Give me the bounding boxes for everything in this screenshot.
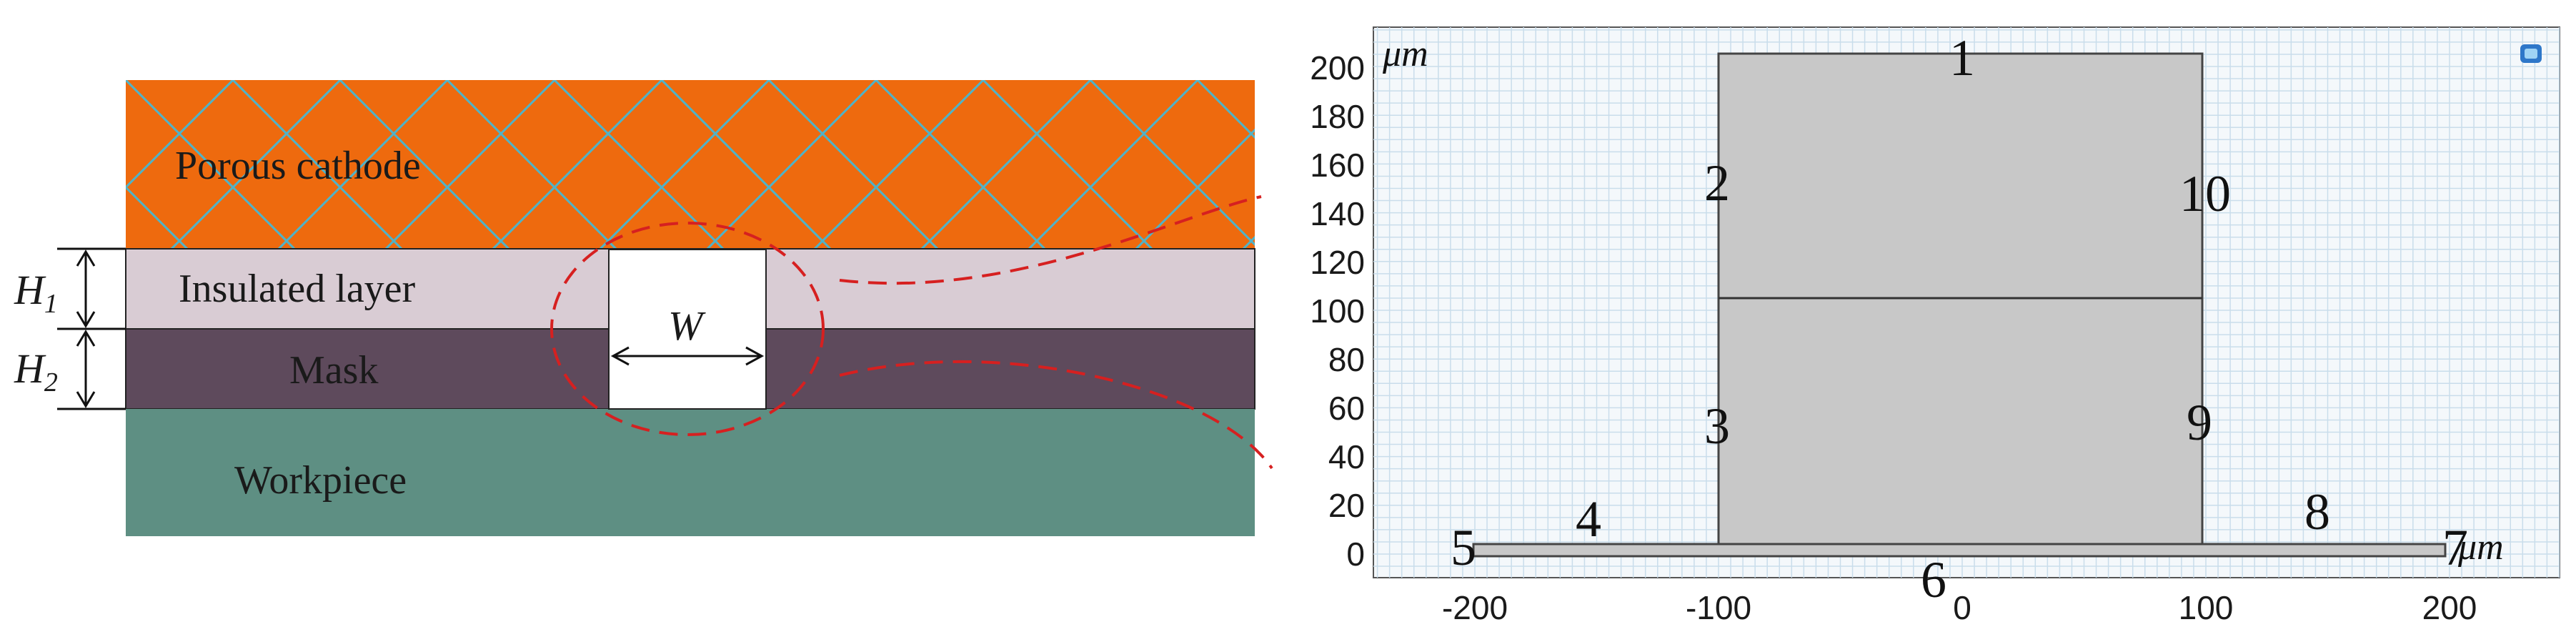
insulated-label: Insulated layer [179, 267, 416, 311]
y-tick: 200 [1310, 49, 1365, 87]
x-tick: 100 [2179, 589, 2234, 626]
y-tick-labels: 0 20 40 60 80 100 120 140 160 180 200 [1310, 49, 1365, 573]
boundary-label: 2 [1704, 154, 1730, 212]
y-tick: 40 [1328, 438, 1365, 475]
cathode-label: Porous cathode [175, 144, 421, 188]
y-tick: 0 [1346, 535, 1365, 573]
y-tick: 20 [1328, 487, 1365, 524]
h1-label: H1 [14, 267, 58, 319]
x-unit-label: μm [2457, 527, 2504, 568]
boundary-label: 8 [2304, 483, 2330, 540]
boundary-label: 3 [1704, 397, 1730, 455]
cathode-mesh [126, 80, 1255, 249]
gap-opening [608, 249, 767, 410]
y-tick: 100 [1310, 292, 1365, 330]
mask-label: Mask [289, 348, 378, 392]
boundary-label: 4 [1576, 490, 1601, 548]
x-tick: 200 [2422, 589, 2477, 626]
workpiece-layer [126, 409, 1255, 536]
boundary-label: 6 [1921, 551, 1946, 608]
workpiece-label: Workpiece [234, 458, 407, 503]
cross-section: Porous cathode Insulated layer Mask Work… [14, 80, 1273, 536]
domain-lower [1472, 543, 2447, 558]
h2-label: H2 [14, 345, 58, 397]
boundary-labels: 1 2 3 4 5 6 7 8 9 10 [1451, 29, 2468, 608]
x-tick: 0 [1953, 589, 1971, 626]
boundary-label: 9 [2187, 394, 2212, 451]
view-toggle-icon-inner [2525, 49, 2537, 59]
view-toggle-icon[interactable] [2520, 44, 2542, 63]
y-tick: 120 [1310, 244, 1365, 281]
y-tick: 60 [1328, 390, 1365, 427]
x-tick: -200 [1442, 589, 1508, 626]
x-tick: -100 [1686, 589, 1751, 626]
x-tick-labels: -200 -100 0 100 200 [1442, 589, 2477, 626]
width-marker [610, 346, 765, 366]
y-tick: 140 [1310, 195, 1365, 232]
boundary-label: 10 [2179, 165, 2231, 222]
y-tick: 180 [1310, 98, 1365, 135]
zoom-callout [550, 195, 1273, 470]
y-tick: 80 [1328, 341, 1365, 378]
boundary-label: 7 [2442, 519, 2468, 576]
w-label: W [668, 302, 706, 349]
y-unit-label: μm [1382, 34, 1428, 74]
boundary-label: 5 [1451, 519, 1476, 576]
y-tick: 160 [1310, 147, 1365, 184]
boundary-label: 1 [1949, 29, 1975, 87]
height-markers [57, 247, 126, 410]
geometry-plot: μm μm 0 20 40 60 80 100 120 140 160 180 … [1310, 26, 2560, 626]
